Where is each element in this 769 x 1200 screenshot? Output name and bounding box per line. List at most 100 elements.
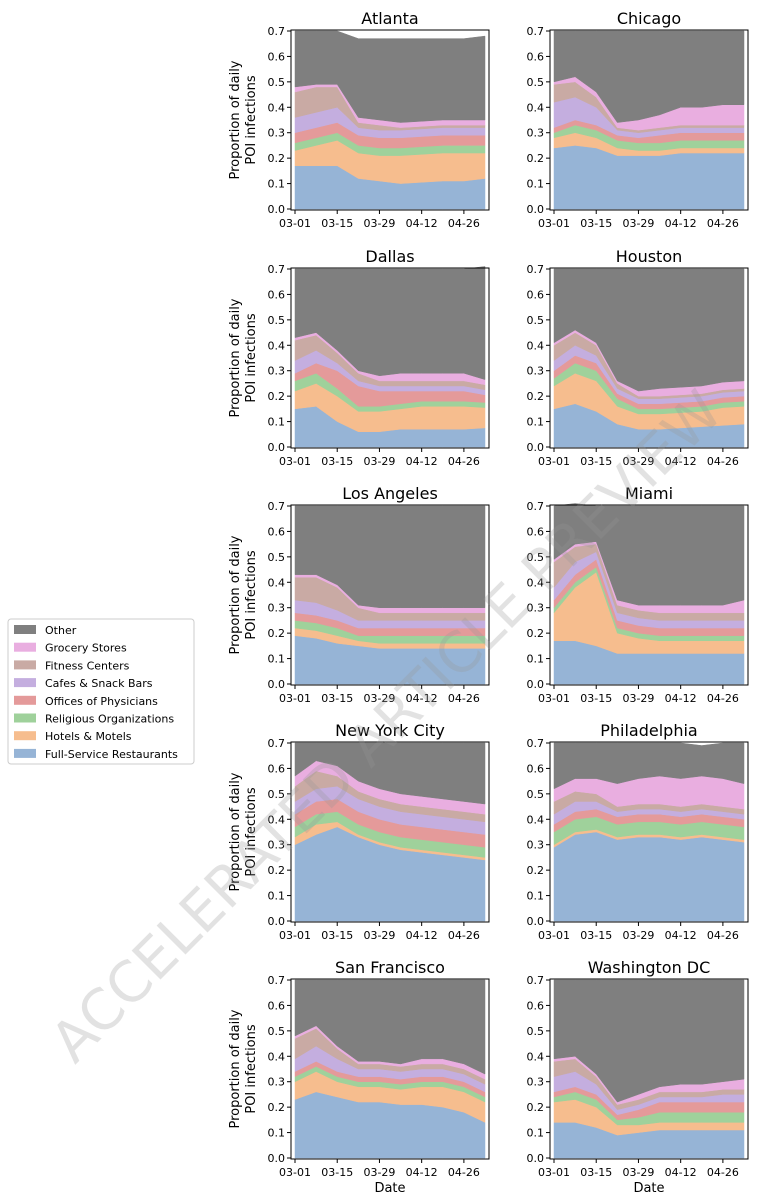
y-tick-label: 0.5 (268, 1025, 286, 1038)
axes-frame (549, 504, 749, 686)
y-tick-label: 0.2 (527, 627, 545, 640)
y-tick-label: 0.3 (527, 602, 545, 615)
legend-swatch (14, 731, 36, 741)
y-tick-label: 0.2 (268, 152, 286, 165)
y-tick-label: 0.6 (527, 762, 545, 775)
y-tick-label: 0.5 (527, 1025, 545, 1038)
y-tick-label: 0.1 (268, 416, 286, 429)
x-tick-label: 04-26 (448, 692, 480, 705)
x-tick-label: 03-01 (279, 929, 311, 942)
chart-panel: Washington DC 0.0 0.1 0.2 0.3 0.4 0.5 0.6 0.7 03-… (527, 958, 749, 1196)
x-tick-label: 04-12 (406, 1166, 438, 1179)
chart-panel: Chicago 0.0 0.1 0.2 0.3 0.4 0.5 0.6 0.7 03-01 03-1… (527, 9, 749, 230)
y-tick-label: 0.3 (527, 127, 545, 140)
x-tick-label: 04-26 (707, 692, 739, 705)
y-tick-label: 0.4 (527, 576, 545, 589)
legend-label: Religious Organizations (45, 713, 174, 726)
y-tick-label: 0.0 (527, 441, 545, 454)
area-other (294, 742, 486, 805)
x-tick-label: 04-12 (665, 455, 697, 468)
x-tick-label: 03-01 (279, 217, 311, 230)
y-tick-label: 0.4 (527, 339, 545, 352)
legend-label: Full-Service Restaurants (45, 748, 178, 761)
legend: Other Grocery Stores Fitness Centers Cafes … (7, 618, 195, 765)
y-tick-label: 0.2 (268, 1101, 286, 1114)
panel-title: New York City (335, 721, 445, 740)
y-tick-label: 0.1 (268, 890, 286, 903)
axes-frame (549, 741, 749, 923)
y-tick-label: 0.4 (268, 101, 286, 114)
panel-title: Los Angeles (342, 484, 438, 503)
y-tick-label: 0.3 (527, 1076, 545, 1089)
area-other (553, 979, 745, 1103)
area-full-service-restaurants (553, 831, 745, 922)
y-tick-label: 0.5 (527, 551, 545, 564)
axes-frame (290, 29, 490, 211)
legend-swatch (14, 642, 36, 652)
x-tick-label: 03-29 (622, 929, 654, 942)
x-tick-label: 03-01 (538, 455, 570, 468)
y-tick-label: 0.6 (527, 525, 545, 538)
area-other (294, 266, 486, 380)
y-tick-label: 0.4 (527, 813, 545, 826)
x-tick-label: 03-01 (538, 929, 570, 942)
y-tick-label: 0.4 (268, 339, 286, 352)
chart-panel: Philadelphia 0.0 0.1 0.2 0.3 0.4 0.5 0.6 0.7 03-0… (527, 721, 749, 942)
y-tick-label: 0.7 (527, 500, 545, 513)
x-tick-label: 04-26 (707, 217, 739, 230)
y-tick-label: 0.3 (268, 1076, 286, 1089)
chart-panel: Atlanta 0.0 0.1 0.2 0.3 0.4 0.5 0.6 0.7 03-01 03-1… (228, 9, 490, 230)
y-tick-label: 0.2 (268, 627, 286, 640)
area-other (294, 505, 486, 608)
y-tick-label: 0.5 (268, 76, 286, 89)
y-axis-label: Proportion of dailyPOI infections (228, 60, 259, 179)
y-tick-label: 0.3 (268, 839, 286, 852)
x-tick-label: 03-01 (538, 1166, 570, 1179)
axes-frame (290, 741, 490, 923)
y-tick-label: 0.0 (268, 1152, 286, 1165)
x-tick-label: 03-15 (580, 455, 612, 468)
x-tick-label: 03-15 (580, 692, 612, 705)
chart-panel: New York City 0.0 0.1 0.2 0.3 0.4 0.5 0.6 0.7 03-… (228, 721, 490, 942)
x-tick-label: 04-12 (406, 455, 438, 468)
y-tick-label: 0.1 (527, 416, 545, 429)
y-tick-label: 0.3 (268, 127, 286, 140)
x-tick-label: 03-15 (321, 1166, 353, 1179)
x-tick-label: 04-12 (665, 217, 697, 230)
y-tick-label: 0.0 (268, 915, 286, 928)
y-tick-label: 0.5 (527, 76, 545, 89)
x-tick-label: 03-29 (363, 217, 395, 230)
y-tick-label: 0.2 (527, 864, 545, 877)
y-tick-label: 0.1 (527, 890, 545, 903)
legend-swatch (14, 695, 36, 705)
y-tick-label: 0.7 (268, 25, 286, 38)
y-tick-label: 0.7 (268, 737, 286, 750)
x-axis-label: Date (633, 1181, 664, 1196)
y-tick-label: 0.3 (268, 602, 286, 615)
x-tick-label: 03-29 (363, 692, 395, 705)
y-tick-label: 0.1 (268, 178, 286, 191)
x-tick-label: 03-29 (363, 1166, 395, 1179)
x-tick-label: 03-01 (279, 455, 311, 468)
x-tick-label: 03-15 (580, 929, 612, 942)
legend-swatch (14, 678, 36, 688)
y-tick-label: 0.0 (268, 203, 286, 216)
x-tick-label: 03-29 (622, 1166, 654, 1179)
chart-panel: Los Angeles 0.0 0.1 0.2 0.3 0.4 0.5 0.6 0.7 03-01… (228, 484, 490, 705)
y-tick-label: 0.6 (527, 999, 545, 1012)
y-tick-label: 0.7 (527, 737, 545, 750)
y-tick-label: 0.6 (527, 288, 545, 301)
area-other (294, 30, 486, 123)
y-tick-label: 0.2 (268, 864, 286, 877)
y-tick-label: 0.4 (527, 101, 545, 114)
y-tick-label: 0.7 (527, 263, 545, 276)
x-tick-label: 03-01 (279, 1166, 311, 1179)
chart-panel: Houston 0.0 0.1 0.2 0.3 0.4 0.5 0.6 0.7 03-01 03-1… (527, 247, 749, 468)
y-tick-label: 0.6 (268, 999, 286, 1012)
axes-frame (549, 978, 749, 1160)
y-tick-label: 0.7 (268, 500, 286, 513)
x-tick-label: 03-29 (363, 929, 395, 942)
panel-title: San Francisco (335, 958, 445, 977)
legend-swatch (14, 625, 36, 634)
